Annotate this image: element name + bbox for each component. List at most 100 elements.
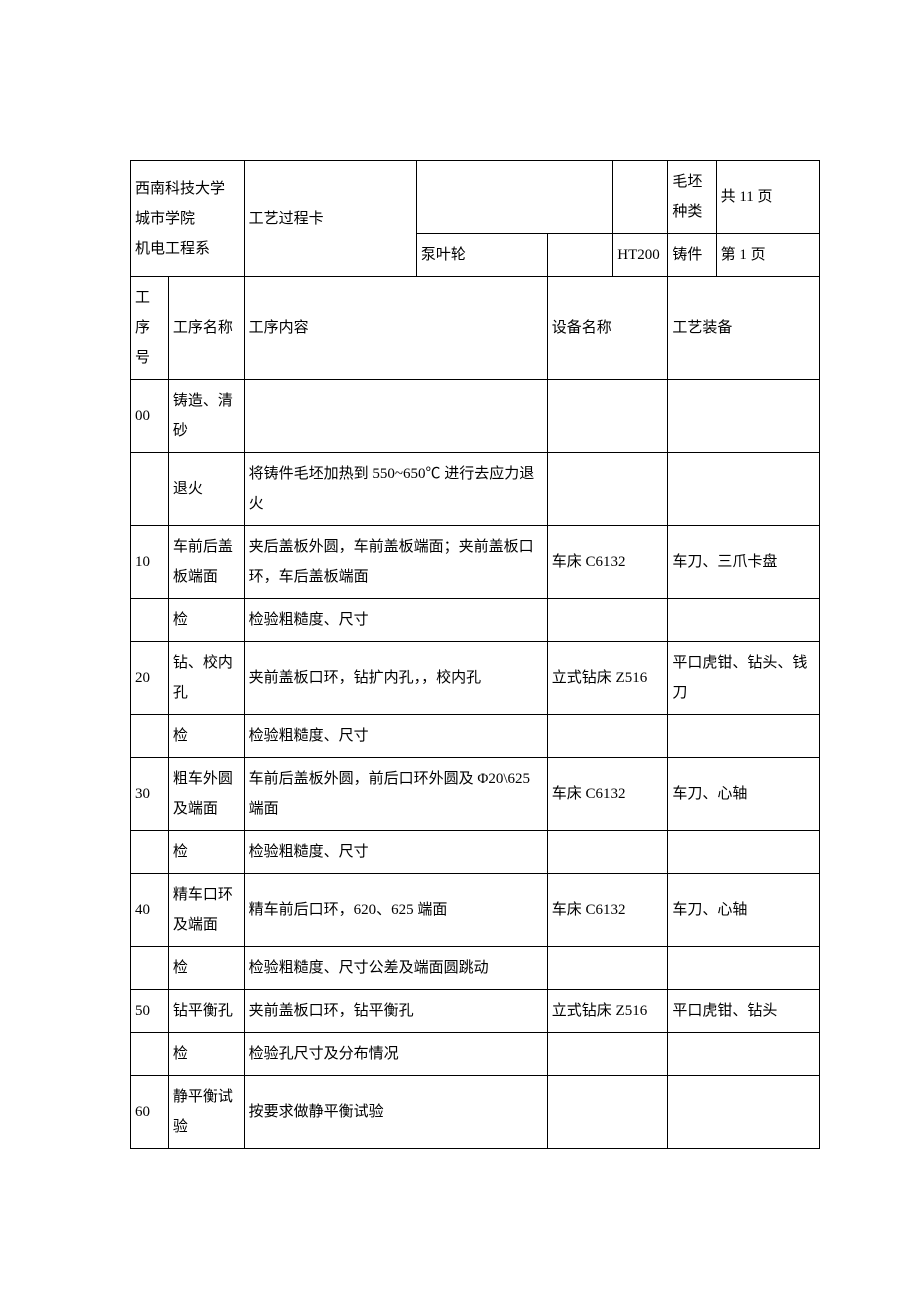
table-row: 30 粗车外圆及端面 车前后盖板外圆，前后口环外圆及 Φ20\625 端面 车床… <box>131 758 820 831</box>
cell-name: 铸造、清砂 <box>168 380 244 453</box>
cell-tooling <box>668 599 820 642</box>
cell-content: 检验粗糙度、尺寸 <box>244 715 547 758</box>
table-row: 10 车前后盖板端面 夹后盖板外圆，车前盖板端面；夹前盖板口环，车后盖板端面 车… <box>131 526 820 599</box>
cell-name: 检 <box>168 715 244 758</box>
card-name-cell: 工艺过程卡 <box>244 161 416 277</box>
blank-cell-2 <box>613 161 668 234</box>
cell-seq: 20 <box>131 642 169 715</box>
cell-seq <box>131 715 169 758</box>
table-row: 40 精车口环及端面 精车前后口环，620、625 端面 车床 C6132 车刀… <box>131 874 820 947</box>
cell-content <box>244 380 547 453</box>
cell-name: 车前后盖板端面 <box>168 526 244 599</box>
table-row: 50 钻平衡孔 夹前盖板口环，钻平衡孔 立式钻床 Z516 平口虎钳、钻头 <box>131 990 820 1033</box>
material: HT200 <box>613 234 668 277</box>
process-card-page: 西南科技大学城市学院 机电工程系 工艺过程卡 毛坯种类 共 11 页 泵叶轮 H… <box>0 0 920 1301</box>
cell-content: 将铸件毛坯加热到 550~650℃ 进行去应力退火 <box>244 453 547 526</box>
cell-seq: 40 <box>131 874 169 947</box>
cell-tooling: 车刀、心轴 <box>668 758 820 831</box>
blank-type-value: 铸件 <box>668 234 716 277</box>
current-page: 第 1 页 <box>716 234 819 277</box>
total-pages: 共 11 页 <box>716 161 819 234</box>
cell-content: 检验粗糙度、尺寸公差及端面圆跳动 <box>244 947 547 990</box>
institution-cell: 西南科技大学城市学院 机电工程系 <box>131 161 245 277</box>
institution-line2: 机电工程系 <box>135 241 210 257</box>
cell-seq <box>131 831 169 874</box>
cell-name: 检 <box>168 599 244 642</box>
cell-tooling <box>668 715 820 758</box>
blank-cell-1 <box>416 161 612 234</box>
col-equipment: 设备名称 <box>547 277 668 380</box>
cell-tooling <box>668 831 820 874</box>
cell-content: 检验粗糙度、尺寸 <box>244 831 547 874</box>
cell-equipment <box>547 599 668 642</box>
cell-tooling <box>668 1076 820 1149</box>
table-row: 检 检验粗糙度、尺寸 <box>131 831 820 874</box>
cell-content: 按要求做静平衡试验 <box>244 1076 547 1149</box>
col-name: 工序名称 <box>168 277 244 380</box>
cell-equipment: 车床 C6132 <box>547 758 668 831</box>
cell-content: 夹前盖板口环，钻平衡孔 <box>244 990 547 1033</box>
cell-equipment <box>547 831 668 874</box>
cell-seq: 00 <box>131 380 169 453</box>
blank-type-label: 毛坯种类 <box>668 161 716 234</box>
process-card-table: 西南科技大学城市学院 机电工程系 工艺过程卡 毛坯种类 共 11 页 泵叶轮 H… <box>130 160 820 1149</box>
col-content: 工序内容 <box>244 277 547 380</box>
cell-equipment: 车床 C6132 <box>547 526 668 599</box>
cell-content: 精车前后口环，620、625 端面 <box>244 874 547 947</box>
cell-seq: 10 <box>131 526 169 599</box>
cell-equipment <box>547 947 668 990</box>
cell-equipment <box>547 380 668 453</box>
table-row: 检 检验粗糙度、尺寸 <box>131 599 820 642</box>
cell-seq: 50 <box>131 990 169 1033</box>
cell-equipment <box>547 453 668 526</box>
institution-line1: 西南科技大学城市学院 <box>135 181 225 227</box>
col-seq: 工序号 <box>131 277 169 380</box>
cell-content: 夹后盖板外圆，车前盖板端面；夹前盖板口环，车后盖板端面 <box>244 526 547 599</box>
table-row: 检 检验粗糙度、尺寸 <box>131 715 820 758</box>
cell-seq <box>131 453 169 526</box>
cell-seq <box>131 947 169 990</box>
table-row: 60 静平衡试验 按要求做静平衡试验 <box>131 1076 820 1149</box>
cell-tooling <box>668 380 820 453</box>
cell-name: 检 <box>168 831 244 874</box>
cell-name: 检 <box>168 947 244 990</box>
cell-seq <box>131 599 169 642</box>
cell-equipment: 立式钻床 Z516 <box>547 990 668 1033</box>
cell-content: 夹前盖板口环，钻扩内孔，，校内孔 <box>244 642 547 715</box>
cell-seq <box>131 1033 169 1076</box>
header-row-1: 西南科技大学城市学院 机电工程系 工艺过程卡 毛坯种类 共 11 页 <box>131 161 820 234</box>
cell-content: 检验粗糙度、尺寸 <box>244 599 547 642</box>
cell-equipment <box>547 1033 668 1076</box>
cell-name: 精车口环及端面 <box>168 874 244 947</box>
cell-equipment <box>547 1076 668 1149</box>
table-row: 20 钻、校内孔 夹前盖板口环，钻扩内孔，，校内孔 立式钻床 Z516 平口虎钳… <box>131 642 820 715</box>
cell-seq: 60 <box>131 1076 169 1149</box>
cell-tooling: 平口虎钳、钻头 <box>668 990 820 1033</box>
cell-content: 车前后盖板外圆，前后口环外圆及 Φ20\625 端面 <box>244 758 547 831</box>
col-tooling: 工艺装备 <box>668 277 820 380</box>
cell-equipment: 立式钻床 Z516 <box>547 642 668 715</box>
cell-equipment: 车床 C6132 <box>547 874 668 947</box>
cell-tooling <box>668 453 820 526</box>
cell-name: 钻、校内孔 <box>168 642 244 715</box>
cell-content: 检验孔尺寸及分布情况 <box>244 1033 547 1076</box>
cell-name: 粗车外圆及端面 <box>168 758 244 831</box>
cell-tooling: 车刀、三爪卡盘 <box>668 526 820 599</box>
column-header-row: 工序号 工序名称 工序内容 设备名称 工艺装备 <box>131 277 820 380</box>
cell-seq: 30 <box>131 758 169 831</box>
cell-name: 检 <box>168 1033 244 1076</box>
cell-tooling <box>668 1033 820 1076</box>
table-row: 退火 将铸件毛坯加热到 550~650℃ 进行去应力退火 <box>131 453 820 526</box>
cell-name: 退火 <box>168 453 244 526</box>
table-row: 检 检验孔尺寸及分布情况 <box>131 1033 820 1076</box>
table-row: 00 铸造、清砂 <box>131 380 820 453</box>
cell-tooling: 车刀、心轴 <box>668 874 820 947</box>
cell-name: 钻平衡孔 <box>168 990 244 1033</box>
table-row: 检 检验粗糙度、尺寸公差及端面圆跳动 <box>131 947 820 990</box>
cell-equipment <box>547 715 668 758</box>
cell-tooling: 平口虎钳、钻头、钱刀 <box>668 642 820 715</box>
cell-name: 静平衡试验 <box>168 1076 244 1149</box>
blank-cell-3 <box>547 234 612 277</box>
part-name: 泵叶轮 <box>416 234 547 277</box>
cell-tooling <box>668 947 820 990</box>
